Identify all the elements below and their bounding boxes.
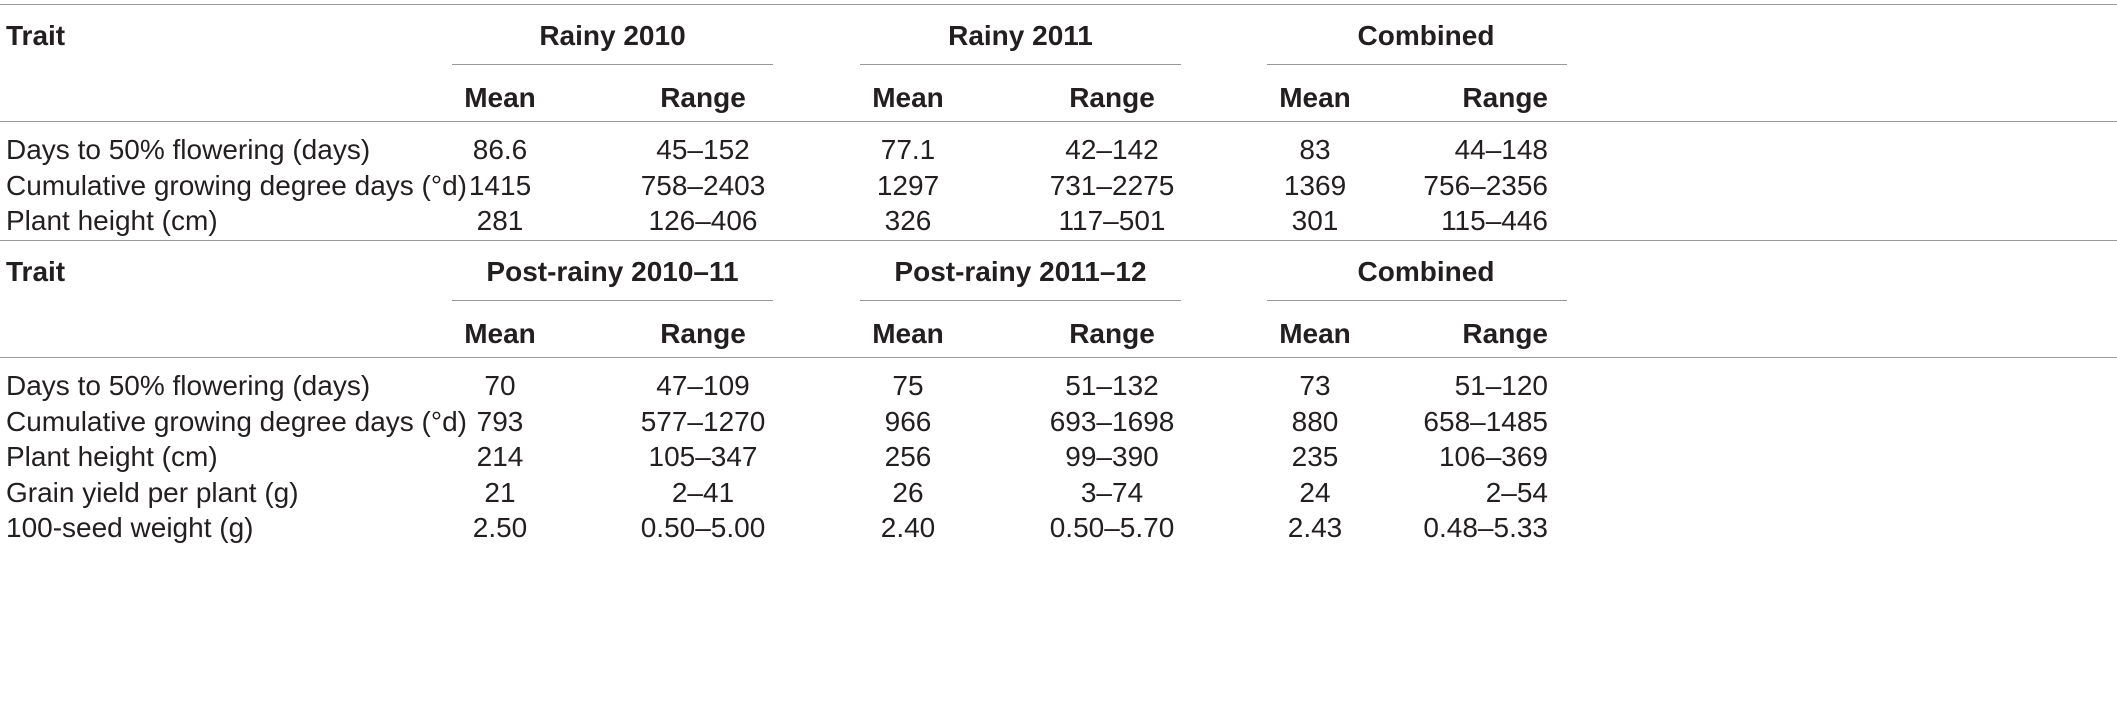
table-cell: 99–390 bbox=[1065, 441, 1159, 472]
table-cell: 45–152 bbox=[656, 134, 750, 165]
table-cell: 2–54 bbox=[1485, 476, 1548, 508]
subheader-mean: Mean bbox=[872, 318, 944, 349]
table-cell: 793 bbox=[476, 405, 524, 437]
group-header: Rainy 2011 bbox=[948, 20, 1093, 51]
group-underline bbox=[452, 64, 773, 65]
table-cell: 235 bbox=[1291, 441, 1339, 472]
trait-name: Cumulative growing degree days (°d) bbox=[6, 405, 467, 437]
table-cell: 2.43 bbox=[1287, 512, 1343, 543]
table-cell: 47–109 bbox=[656, 370, 750, 401]
subheader-mean: Mean bbox=[1279, 82, 1351, 113]
table-cell: 577–1270 bbox=[640, 405, 766, 437]
table-cell: 0.50–5.00 bbox=[640, 512, 766, 543]
table-cell: 51–120 bbox=[1454, 370, 1548, 401]
table-cell: 77.1 bbox=[880, 134, 936, 165]
subheader-mean: Mean bbox=[872, 82, 944, 113]
table-cell: 658–1485 bbox=[1423, 405, 1548, 437]
subheader-mean: Mean bbox=[1279, 318, 1351, 349]
trait-name: Days to 50% flowering (days) bbox=[6, 370, 371, 401]
table-cell: 42–142 bbox=[1065, 134, 1159, 165]
section-top-rule bbox=[0, 240, 2117, 241]
table-cell: 106–369 bbox=[1438, 441, 1548, 472]
group-underline bbox=[452, 300, 773, 301]
table-cell: 105–347 bbox=[648, 441, 758, 472]
group-underline bbox=[1267, 300, 1567, 301]
trait-name: 100-seed weight (g) bbox=[6, 512, 254, 543]
group-underline bbox=[860, 64, 1181, 65]
table-cell: 1415 bbox=[468, 169, 532, 201]
table-cell: 115–446 bbox=[1441, 205, 1548, 236]
table-cell: 214 bbox=[476, 441, 524, 472]
table-cell: 1369 bbox=[1283, 169, 1347, 201]
header-bottom-rule bbox=[0, 121, 2117, 122]
table-cell: 693–1698 bbox=[1049, 405, 1175, 437]
table-cell: 2.40 bbox=[880, 512, 936, 543]
subheader-range: Range bbox=[1069, 318, 1155, 349]
table-cell: 0.48–5.33 bbox=[1423, 512, 1548, 543]
table-cell: 756–2356 bbox=[1423, 169, 1548, 201]
subheader-mean: Mean bbox=[464, 82, 536, 113]
table-cell: 281 bbox=[476, 205, 524, 236]
table-cell: 26 bbox=[892, 476, 924, 508]
group-header: Rainy 2010 bbox=[539, 20, 686, 51]
group-header: Post-rainy 2011–12 bbox=[894, 256, 1147, 287]
trait-name: Cumulative growing degree days (°d) bbox=[6, 169, 467, 201]
table-cell: 966 bbox=[884, 405, 932, 437]
table-cell: 44–148 bbox=[1454, 134, 1548, 165]
table-cell: 2–41 bbox=[671, 476, 735, 508]
table-cell: 1297 bbox=[876, 169, 940, 201]
subheader-range: Range bbox=[660, 318, 746, 349]
group-header: Combined bbox=[1357, 256, 1495, 287]
table-cell: 86.6 bbox=[472, 134, 528, 165]
table-cell: 2.50 bbox=[472, 512, 528, 543]
header-bottom-rule bbox=[0, 357, 2117, 358]
section-top-rule bbox=[0, 4, 2117, 5]
table-cell: 256 bbox=[884, 441, 932, 472]
group-header: Post-rainy 2010–11 bbox=[486, 256, 739, 287]
subheader-range: Range bbox=[660, 82, 746, 113]
table-cell: 326 bbox=[884, 205, 932, 236]
table-cell: 880 bbox=[1291, 405, 1339, 437]
trait-name: Grain yield per plant (g) bbox=[6, 476, 299, 508]
table-cell: 731–2275 bbox=[1049, 169, 1175, 201]
table-cell: 0.50–5.70 bbox=[1049, 512, 1175, 543]
group-underline bbox=[860, 300, 1181, 301]
table-cell: 51–132 bbox=[1065, 370, 1159, 401]
table-cell: 126–406 bbox=[648, 205, 758, 236]
subheader-range: Range bbox=[1069, 82, 1155, 113]
group-header: Combined bbox=[1357, 20, 1495, 51]
table-cell: 83 bbox=[1299, 134, 1331, 165]
subheader-range: Range bbox=[1462, 82, 1548, 113]
table-cell: 758–2403 bbox=[640, 169, 766, 201]
subheader-mean: Mean bbox=[464, 318, 536, 349]
table-cell: 117–501 bbox=[1058, 205, 1166, 236]
table-cell: 21 bbox=[484, 476, 516, 508]
subheader-range: Range bbox=[1462, 318, 1548, 349]
trait-column-header: Trait bbox=[6, 20, 66, 51]
group-underline bbox=[1267, 64, 1567, 65]
trait-name: Days to 50% flowering (days) bbox=[6, 134, 371, 165]
table-cell: 24 bbox=[1299, 476, 1331, 508]
trait-name: Plant height (cm) bbox=[6, 441, 218, 472]
table-cell: 3–74 bbox=[1080, 476, 1144, 508]
table-cell: 75 bbox=[892, 370, 924, 401]
trait-column-header: Trait bbox=[6, 256, 66, 287]
table-cell: 73 bbox=[1299, 370, 1331, 401]
trait-name: Plant height (cm) bbox=[6, 205, 218, 236]
table-cell: 70 bbox=[484, 370, 516, 401]
table-cell: 301 bbox=[1291, 205, 1339, 236]
